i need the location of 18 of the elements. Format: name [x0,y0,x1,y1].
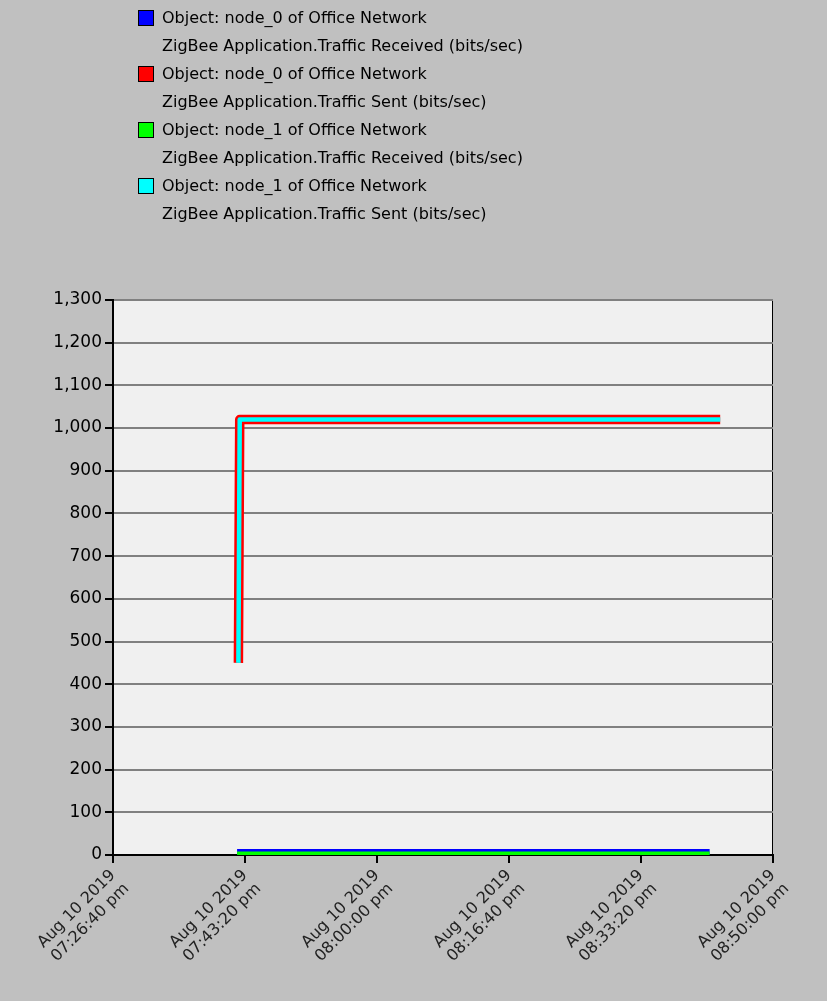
legend-label: Object: node_0 of Office Network ZigBee Application.Traffic Sent (bits/sec) [162,63,487,113]
y-tick-label: 1,100 [53,373,102,394]
y-tick-label: 800 [69,501,102,522]
legend-label: Object: node_1 of Office Network ZigBee Application.Traffic Sent (bits/sec) [162,175,487,225]
y-tick-label: 500 [69,629,102,650]
y-tick-label: 1,300 [53,288,102,309]
y-tick-label: 200 [69,758,102,779]
y-tick-label: 0 [91,843,102,864]
y-tick-label: 700 [69,544,102,565]
y-tick-label: 100 [69,800,102,821]
y-tick-label: 1,200 [53,331,102,352]
y-tick-label: 1,000 [53,416,102,437]
legend-label: Object: node_0 of Office Network ZigBee Application.Traffic Received (bits/sec) [162,7,523,57]
y-tick-label: 400 [69,672,102,693]
legend-label: Object: node_1 of Office Network ZigBee Application.Traffic Received (bits/sec) [162,119,523,169]
y-tick-label: 900 [69,459,102,480]
y-tick-label: 600 [69,587,102,608]
y-tick-label: 300 [69,715,102,736]
